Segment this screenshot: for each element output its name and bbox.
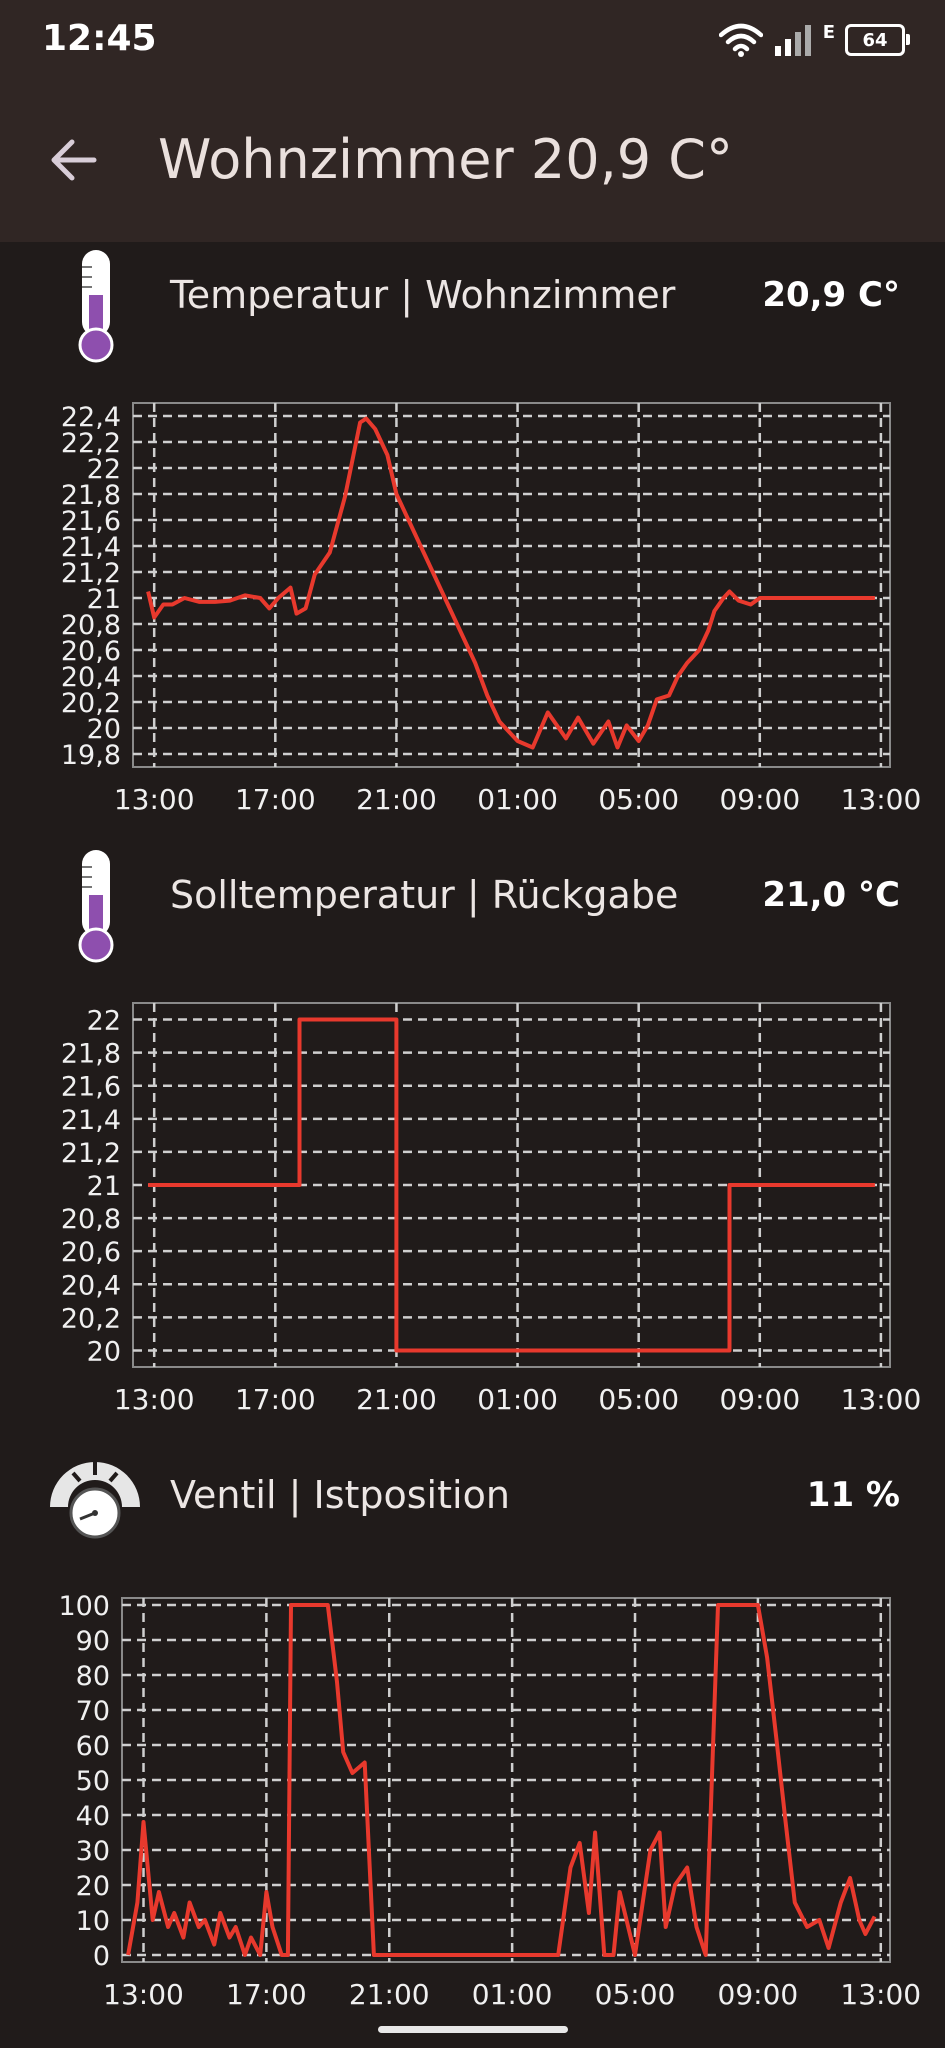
thermometer-icon — [78, 850, 114, 963]
temperature-chart: 19,8 20 20,2 20,4 20,6 20,8 21 21,2 21,4 21,6 21,8… — [0, 395, 945, 816]
gauge-icon — [50, 1462, 140, 1539]
x-tick-label: 09:00 — [719, 1383, 800, 1415]
y-tick-label: 22,2 — [61, 428, 121, 459]
y-tick-label: 10 — [76, 1906, 110, 1937]
section-label: Solltemperatur | Rückgabe — [170, 873, 679, 917]
app-bar: Wohnzimmer 20,9 C° — [0, 80, 945, 242]
y-tick-label: 21,8 — [61, 480, 121, 511]
section-label: Temperatur | Wohnzimmer — [170, 273, 676, 317]
x-tick-label: 17:00 — [235, 783, 316, 815]
y-tick-label: 50 — [76, 1766, 110, 1797]
status-time: 12:45 — [42, 18, 157, 59]
y-tick-label: 22,4 — [61, 402, 121, 433]
y-tick-label: 21,8 — [61, 1039, 121, 1070]
section-label: Ventil | Istposition — [170, 1473, 510, 1517]
x-tick-label: 05:00 — [598, 783, 679, 815]
y-tick-label: 21,6 — [61, 1072, 121, 1103]
y-tick-label: 20,6 — [61, 636, 121, 667]
y-tick-label: 20 — [87, 1336, 121, 1367]
y-tick-label: 20,4 — [61, 1270, 121, 1301]
x-tick-label: 13:00 — [103, 1978, 184, 2010]
temperature-chart-svg: 19,82020,220,420,620,82121,221,421,621,8… — [61, 402, 922, 816]
section-value: 11 % — [806, 1475, 900, 1515]
x-tick-label: 17:00 — [226, 1978, 307, 2010]
y-tick-label: 21,2 — [61, 1138, 121, 1169]
x-tick-label: 05:00 — [598, 1383, 679, 1415]
wifi-icon — [718, 23, 763, 57]
y-tick-label: 20,4 — [61, 662, 121, 693]
x-tick-label: 13:00 — [114, 1383, 195, 1415]
series-line — [146, 416, 875, 750]
x-tick-label: 13:00 — [840, 1978, 921, 2010]
y-tick-label: 21,6 — [61, 506, 121, 537]
y-tick-label: 21,2 — [61, 558, 121, 589]
y-tick-label: 21 — [87, 1171, 121, 1202]
status-bar: 12:45 E 64 — [0, 0, 945, 80]
y-tick-label: 70 — [76, 1696, 110, 1727]
setpoint-chart: 20 20,2 20,4 20,6 20,8 21 21,2 21,4 21,6 21,8 22 13… — [0, 995, 945, 1416]
x-tick-label: 13:00 — [114, 783, 195, 815]
y-tick-label: 20 — [87, 714, 121, 745]
valve-section-header[interactable]: Ventil | Istposition 11 % — [0, 1445, 945, 1565]
section-value: 20,9 C° — [762, 275, 900, 315]
network-type-label: E — [822, 21, 835, 43]
y-tick-label: 22 — [87, 1006, 121, 1037]
system-icons: E 64 — [718, 20, 910, 60]
setpoint-section-header[interactable]: Solltemperatur | Rückgabe 21,0 °C — [0, 845, 945, 965]
y-tick-label: 30 — [76, 1836, 110, 1867]
signal-icon — [774, 25, 811, 56]
x-tick-label: 05:00 — [595, 1978, 676, 2010]
x-tick-label: 13:00 — [841, 1383, 922, 1415]
y-tick-label: 21,4 — [61, 532, 121, 563]
page-title: Wohnzimmer 20,9 C° — [158, 128, 733, 191]
thermometer-icon — [78, 250, 114, 363]
x-tick-label: 21:00 — [356, 783, 437, 815]
battery-level: 64 — [862, 29, 888, 51]
x-tick-label: 21:00 — [349, 1978, 430, 2010]
home-indicator[interactable] — [378, 2026, 568, 2033]
y-tick-label: 0 — [93, 1941, 110, 1972]
valve-chart: 0 10 20 30 40 50 60 70 80 90 100 13:00 17:00 21:00 01:… — [0, 1590, 945, 2011]
y-tick-label: 80 — [76, 1661, 110, 1692]
battery-icon: 64 — [845, 24, 910, 56]
x-tick-label: 09:00 — [719, 783, 800, 815]
plot-frame — [132, 402, 891, 768]
valve-chart-svg: 0 10 20 30 40 50 60 70 80 90 100 13:00 17:00 21:00 01:… — [58, 1591, 921, 2011]
y-tick-label: 20,2 — [61, 1303, 121, 1334]
y-tick-label: 20,8 — [61, 1204, 121, 1235]
y-tick-label: 90 — [76, 1626, 110, 1657]
y-tick-label: 20,2 — [61, 688, 121, 719]
x-tick-label: 13:00 — [841, 783, 922, 815]
y-tick-label: 19,8 — [61, 740, 121, 771]
x-tick-label: 01:00 — [477, 1383, 558, 1415]
y-tick-label: 20 — [76, 1871, 110, 1902]
y-tick-label: 22 — [87, 454, 121, 485]
series-line — [126, 1603, 877, 1957]
y-tick-label: 20,8 — [61, 610, 121, 641]
y-tick-label: 21,4 — [61, 1105, 121, 1136]
section-value: 21,0 °C — [762, 875, 900, 915]
y-tick-label: 40 — [76, 1801, 110, 1832]
y-tick-label: 100 — [58, 1591, 110, 1622]
series-line — [148, 1017, 875, 1353]
y-tick-label: 21 — [87, 584, 121, 615]
x-tick-label: 09:00 — [718, 1978, 799, 2010]
x-tick-label: 17:00 — [235, 1383, 316, 1415]
x-tick-label: 01:00 — [472, 1978, 553, 2010]
x-tick-label: 21:00 — [356, 1383, 437, 1415]
temperature-section-header[interactable]: Temperatur | Wohnzimmer 20,9 C° — [0, 245, 945, 365]
x-tick-label: 01:00 — [477, 783, 558, 815]
y-tick-label: 60 — [76, 1731, 110, 1762]
back-arrow-icon[interactable] — [44, 130, 104, 190]
y-tick-label: 20,6 — [61, 1237, 121, 1268]
